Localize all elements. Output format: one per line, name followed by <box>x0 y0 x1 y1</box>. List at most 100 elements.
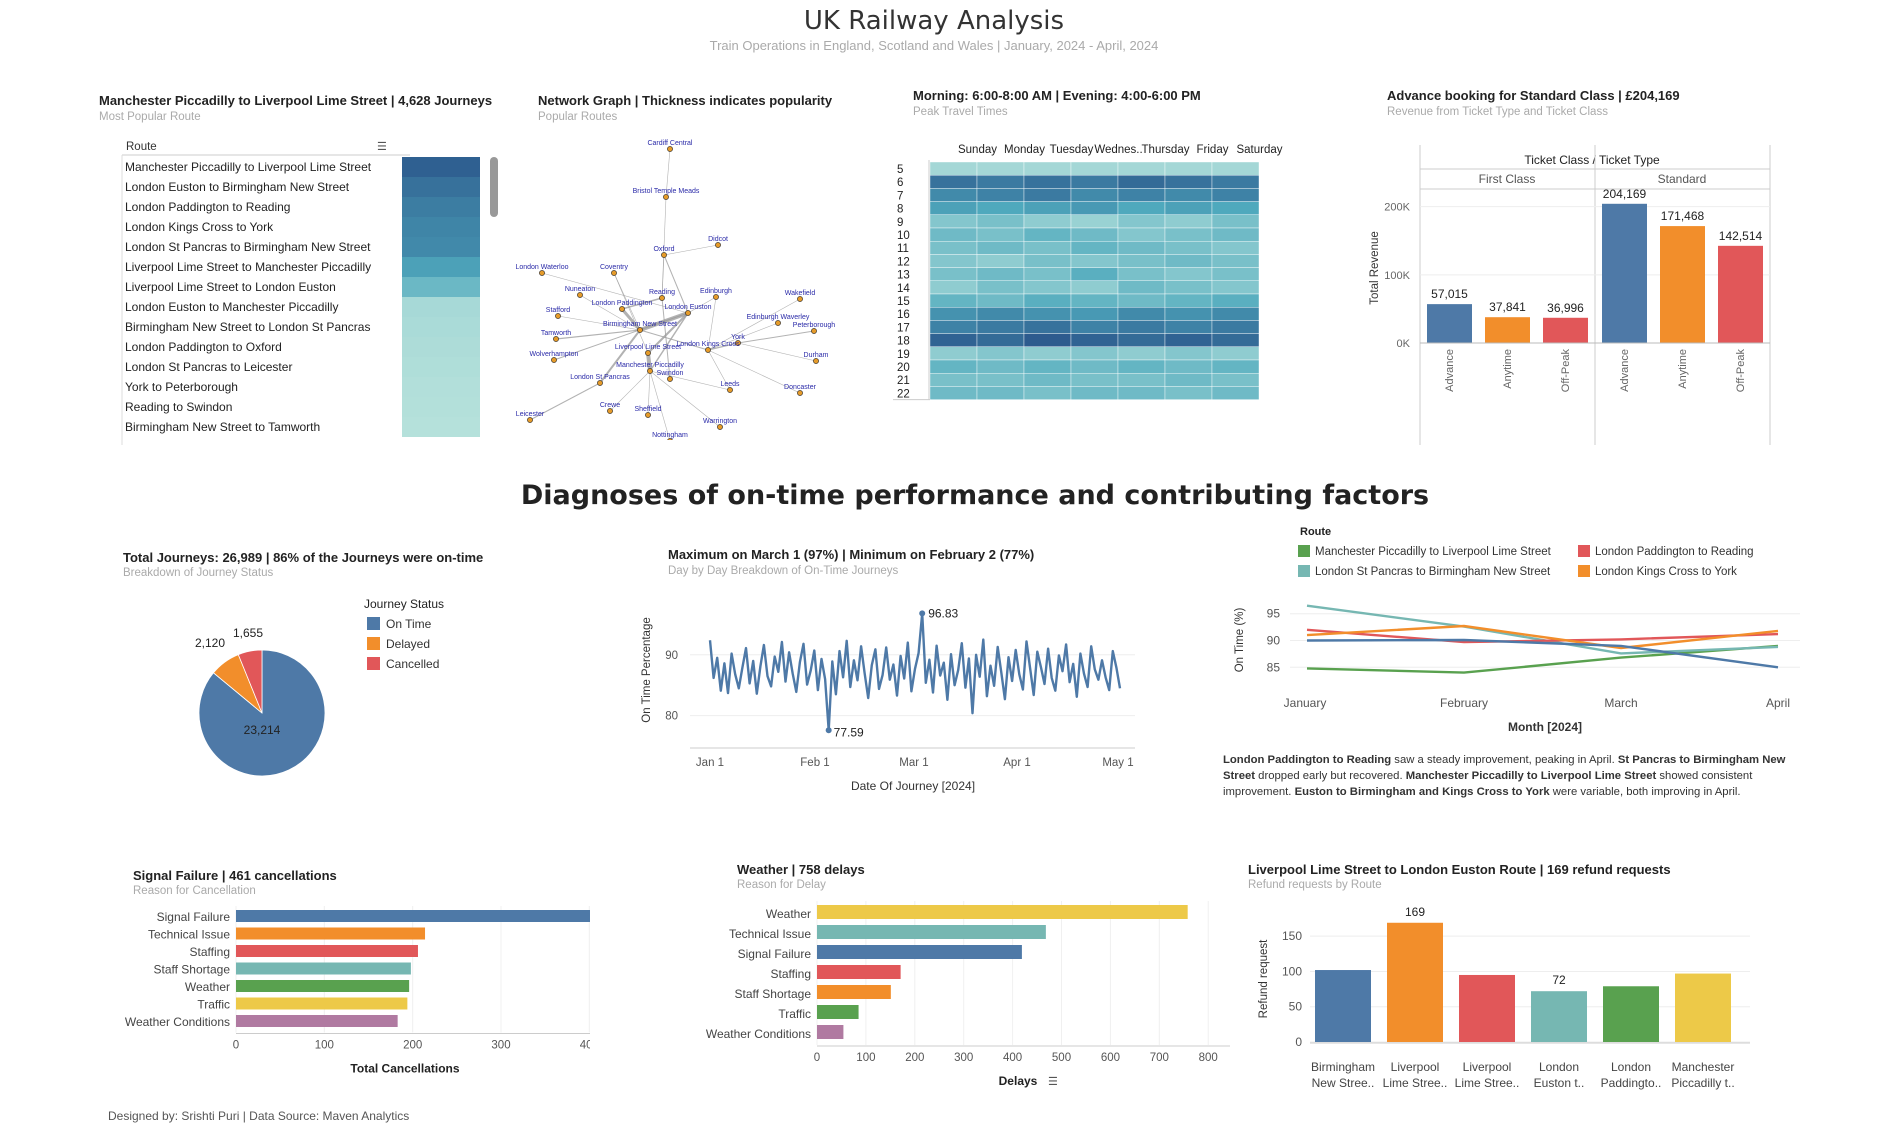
heatmap-cell[interactable] <box>1164 293 1213 308</box>
status-legend-swatch[interactable] <box>367 657 380 670</box>
heatmap-cell[interactable] <box>1023 386 1072 400</box>
daily-line-series[interactable] <box>708 612 1122 732</box>
heatmap-cell[interactable] <box>929 359 978 374</box>
heatmap-cell[interactable] <box>1070 386 1119 400</box>
network-node[interactable] <box>735 340 741 346</box>
heatmap-cell[interactable] <box>1023 346 1072 361</box>
daily-max-marker[interactable] <box>919 610 926 617</box>
heatmap-cell[interactable] <box>929 306 978 321</box>
route-row-label[interactable]: London Paddington to Reading <box>125 200 290 214</box>
heatmap-cell[interactable] <box>1117 227 1166 242</box>
heatmap-cell[interactable] <box>1023 372 1072 387</box>
refund-bar[interactable] <box>1675 973 1731 1042</box>
monthly-line-series[interactable] <box>1306 644 1779 674</box>
hbar-bar[interactable] <box>817 925 1046 939</box>
heatmap-cell[interactable] <box>1070 254 1119 268</box>
monthly-legend-label[interactable]: London Kings Cross to York <box>1595 566 1737 578</box>
heatmap-cell[interactable] <box>1070 175 1119 189</box>
heatmap-cell[interactable] <box>1164 267 1213 282</box>
heatmap-chart[interactable]: Sunday Monday Tuesday Wednes..Thursday Frida… <box>885 135 1335 430</box>
heatmap-cell[interactable] <box>929 386 978 400</box>
heatmap-cell[interactable] <box>1023 359 1072 374</box>
route-color-cell[interactable] <box>402 417 480 437</box>
network-node[interactable] <box>811 328 817 334</box>
revenue-chart[interactable]: Ticket Class / Ticket Type First Class Sta… <box>1350 145 1780 450</box>
heatmap-cell[interactable] <box>1023 227 1072 242</box>
heatmap-cell[interactable] <box>976 201 1025 215</box>
route-color-cell[interactable] <box>402 297 480 317</box>
monthly-legend-label[interactable]: London Paddington to Reading <box>1595 546 1754 558</box>
network-node[interactable] <box>647 368 653 374</box>
route-color-cell[interactable] <box>402 217 480 237</box>
hbar-bar[interactable] <box>236 927 426 940</box>
refund-bar-chart[interactable]: 0 50 100 150 Refund request Birmingham New Str… <box>1245 897 1755 1097</box>
monthly-line-chart[interactable]: Route Manchester Piccadilly to Liverpool … <box>1215 518 1815 738</box>
status-legend-swatch[interactable] <box>367 617 380 630</box>
route-row-label[interactable]: Reading to Swindon <box>125 400 232 414</box>
route-color-cell[interactable] <box>402 237 480 257</box>
network-node[interactable] <box>705 347 711 353</box>
revenue-bar[interactable] <box>1718 245 1763 343</box>
heatmap-cell[interactable] <box>929 161 978 176</box>
heatmap-cell[interactable] <box>1164 188 1213 202</box>
heatmap-cell[interactable] <box>1164 240 1213 255</box>
hbar-bar[interactable] <box>236 1015 398 1027</box>
heatmap-cell[interactable] <box>1211 320 1260 334</box>
heatmap-cell[interactable] <box>1164 161 1213 176</box>
heatmap-cell[interactable] <box>1164 333 1213 348</box>
revenue-bar[interactable] <box>1543 317 1588 343</box>
heatmap-cell[interactable] <box>1117 267 1166 282</box>
heatmap-cell[interactable] <box>976 280 1025 295</box>
monthly-line-series[interactable] <box>1306 638 1779 669</box>
network-node[interactable] <box>663 194 669 200</box>
heatmap-cell[interactable] <box>1117 372 1166 387</box>
daily-line-chart[interactable]: 80 90 On Time Percentage 96.83 77.59 Jan 1 Feb… <box>630 590 1150 805</box>
heatmap-cell[interactable] <box>1023 214 1072 229</box>
heatmap-cell[interactable] <box>1211 333 1260 348</box>
heatmap-cell[interactable] <box>929 188 978 202</box>
heatmap-cell[interactable] <box>1211 227 1260 242</box>
network-node[interactable] <box>551 357 557 363</box>
route-row-label[interactable]: Birmingham New Street to Tamworth <box>125 420 320 434</box>
network-node[interactable] <box>555 313 561 319</box>
heatmap-cell[interactable] <box>1211 386 1260 400</box>
heatmap-cell[interactable] <box>1164 214 1213 229</box>
network-node[interactable] <box>637 327 643 333</box>
hbar-bar[interactable] <box>817 985 891 999</box>
heatmap-cell[interactable] <box>1164 346 1213 361</box>
heatmap-cell[interactable] <box>1164 372 1213 387</box>
heatmap-cell[interactable] <box>976 267 1025 282</box>
daily-min-marker[interactable] <box>825 727 832 734</box>
heatmap-cell[interactable] <box>929 201 978 215</box>
heatmap-cell[interactable] <box>976 175 1025 189</box>
heatmap-cell[interactable] <box>1023 254 1072 268</box>
route-row-label[interactable]: London St Pancras to Leicester <box>125 360 292 374</box>
route-color-cell[interactable] <box>402 337 480 357</box>
hbar-bar[interactable] <box>817 1025 844 1039</box>
sort-icon[interactable]: ☰ <box>377 141 387 153</box>
heatmap-cell[interactable] <box>929 372 978 387</box>
heatmap-cell[interactable] <box>1164 254 1213 268</box>
heatmap-cell[interactable] <box>1211 188 1260 202</box>
network-node[interactable] <box>667 438 673 440</box>
network-node[interactable] <box>607 408 613 414</box>
heatmap-cell[interactable] <box>976 214 1025 229</box>
refund-bar[interactable] <box>1459 974 1515 1042</box>
hbar-bar[interactable] <box>236 980 410 992</box>
network-node[interactable] <box>797 390 803 396</box>
refund-bar[interactable] <box>1603 986 1659 1042</box>
monthly-legend-swatch[interactable] <box>1298 545 1310 557</box>
monthly-legend-label[interactable]: Manchester Piccadilly to Liverpool Lime … <box>1315 546 1552 558</box>
heatmap-cell[interactable] <box>976 161 1025 176</box>
heatmap-cell[interactable] <box>1023 161 1072 176</box>
heatmap-cell[interactable] <box>1117 161 1166 176</box>
heatmap-cell[interactable] <box>976 346 1025 361</box>
network-node[interactable] <box>667 146 673 152</box>
heatmap-cell[interactable] <box>1164 201 1213 215</box>
routes-table[interactable]: Route ☰ Manchester Piccadilly to Liverpool… <box>110 135 510 445</box>
monthly-legend-label[interactable]: London St Pancras to Birmingham New Stre… <box>1315 566 1551 578</box>
heatmap-cell[interactable] <box>1117 333 1166 348</box>
status-legend-swatch[interactable] <box>367 637 380 650</box>
route-color-cell[interactable] <box>402 157 480 177</box>
network-node[interactable] <box>553 336 559 342</box>
